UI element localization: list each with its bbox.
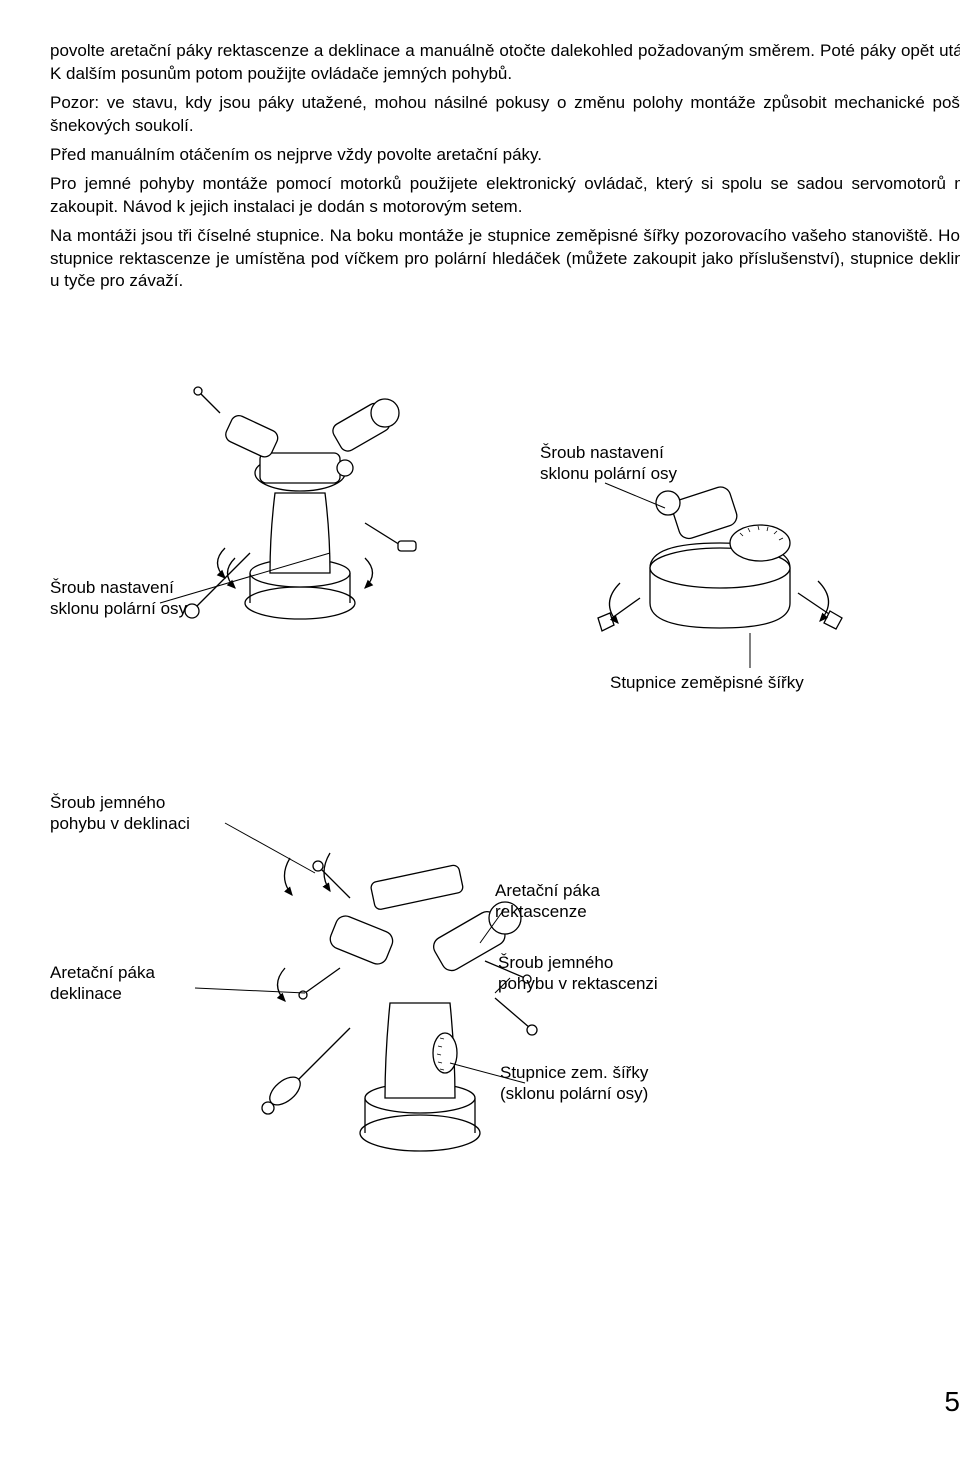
paragraph-3: Před manuálním otáčením os nejprve vždy … xyxy=(50,144,960,167)
label-fine-ra-screw: Šroub jemnéhopohybu v rektascenzi xyxy=(498,953,658,994)
paragraph-5: Na montáži jsou tři číselné stupnice. Na… xyxy=(50,225,960,294)
label-fine-dec-screw: Šroub jemnéhopohybu v deklinaci xyxy=(50,793,190,834)
page-number: 5 xyxy=(944,1383,960,1421)
label-polar-axis-screw-left: Šroub nastavenísklonu polární osy xyxy=(50,578,187,619)
label-polar-axis-screw-right: Šroub nastavenísklonu polární osy xyxy=(540,443,677,484)
label-dec-clamp: Aretační pákadeklinace xyxy=(50,963,155,1004)
label-ra-clamp: Aretační pákarektascenze xyxy=(495,881,600,922)
paragraph-1: povolte aretační páky rektascenze a dekl… xyxy=(50,40,960,86)
paragraph-2: Pozor: ve stavu, kdy jsou páky utažené, … xyxy=(50,92,960,138)
diagram-area: Šroub nastavenísklonu polární osy Šroub … xyxy=(50,333,910,1233)
label-latitude-scale-bottom: Stupnice zem. šířky(sklonu polární osy) xyxy=(500,1063,648,1104)
telescope-diagrams-svg xyxy=(50,333,910,1233)
paragraph-4: Pro jemné pohyby montáže pomocí motorků … xyxy=(50,173,960,219)
label-latitude-scale-right: Stupnice zeměpisné šířky xyxy=(610,673,804,693)
